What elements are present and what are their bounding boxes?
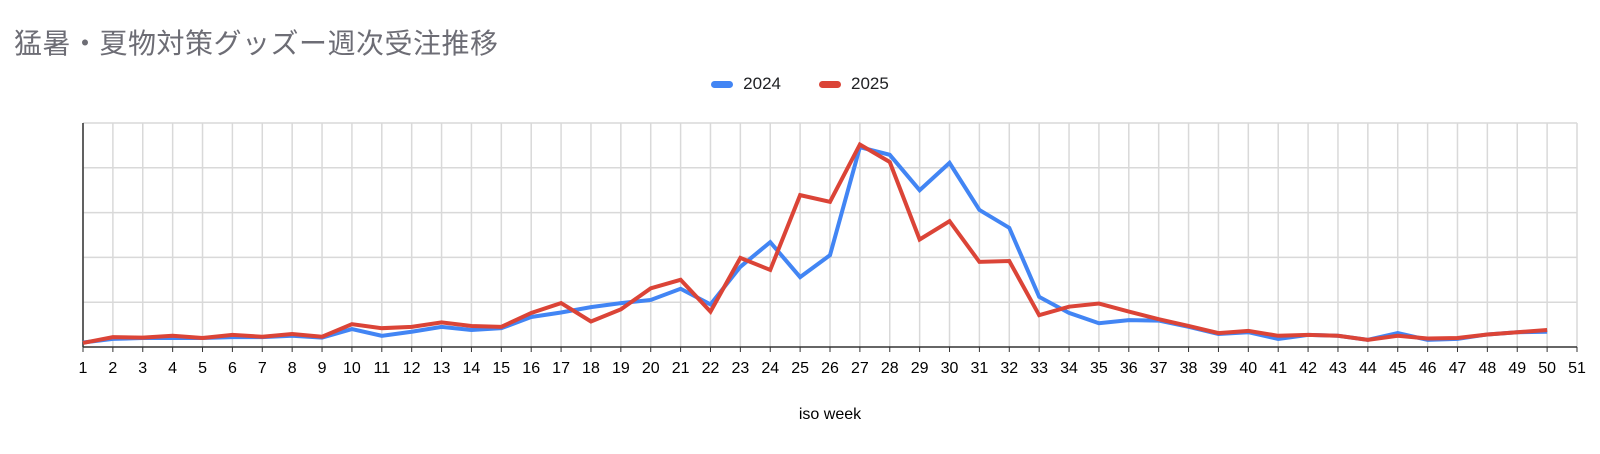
x-axis-tick-label: 3	[138, 360, 147, 377]
x-axis-tick-label: 31	[971, 360, 989, 377]
x-axis-tick-label: 35	[1090, 360, 1108, 377]
x-axis-tick-label: 21	[672, 360, 690, 377]
x-axis-tick-label: 44	[1359, 360, 1377, 377]
x-axis-tick-label: 5	[198, 360, 207, 377]
x-axis-tick-label: 24	[761, 360, 779, 377]
x-axis-tick-label: 10	[343, 360, 361, 377]
x-axis-tick-label: 23	[731, 360, 749, 377]
x-axis-tick-label: 51	[1568, 360, 1586, 377]
x-axis-tick-label: 26	[821, 360, 839, 377]
legend-item-2024[interactable]: 2024	[711, 74, 781, 94]
series-line-2025[interactable]	[82, 141, 1548, 345]
x-axis-tick-label: 46	[1419, 360, 1437, 377]
x-axis-title: iso week	[798, 406, 862, 423]
x-axis-tick-label: 22	[702, 360, 720, 377]
x-axis-tick-label: 50	[1538, 360, 1556, 377]
chart-title: 猛暑・夏物対策グッズー週次受注推移	[14, 28, 499, 59]
x-axis-tick-label: 27	[851, 360, 869, 377]
legend-label-2024: 2024	[743, 74, 781, 93]
legend-swatch-2024-icon	[711, 80, 734, 88]
x-axis-tick-label: 33	[1030, 360, 1048, 377]
x-axis-tick-label: 19	[612, 360, 630, 377]
x-axis-tick-label: 14	[463, 360, 481, 377]
x-axis-tick-label: 17	[552, 360, 570, 377]
series-line-2024[interactable]	[82, 144, 1548, 345]
x-axis-tick-label: 28	[881, 360, 899, 377]
x-axis-tick-label: 42	[1299, 360, 1317, 377]
x-axis-tick-label: 7	[258, 360, 267, 377]
x-axis-tick-label: 39	[1210, 360, 1228, 377]
x-axis-tick-label: 36	[1120, 360, 1138, 377]
x-axis-tick-label: 15	[492, 360, 510, 377]
x-axis-tick-label: 40	[1239, 360, 1257, 377]
legend-item-2025[interactable]: 2025	[819, 74, 889, 94]
x-axis-tick-label: 11	[373, 360, 390, 377]
legend-swatch-2025-icon	[819, 80, 841, 88]
x-axis-tick-label: 6	[228, 360, 237, 377]
x-axis-tick-label: 8	[288, 360, 297, 377]
x-axis-tick-label: 25	[791, 360, 809, 377]
chart-legend: 2024 2025	[0, 74, 1600, 94]
x-axis-tick-label: 9	[318, 360, 327, 377]
x-axis-tick-label: 4	[168, 360, 177, 377]
x-axis-tick-label: 13	[433, 360, 451, 377]
x-axis-tick-label: 32	[1000, 360, 1018, 377]
x-axis-tick-label: 41	[1269, 360, 1287, 377]
x-axis-tick-label: 43	[1329, 360, 1347, 377]
x-axis-tick-label: 2	[108, 360, 117, 377]
x-axis-tick-label: 30	[941, 360, 959, 377]
x-axis-tick-label: 49	[1508, 360, 1526, 377]
x-axis-tick-label: 1	[79, 360, 88, 377]
x-axis-tick-label: 48	[1478, 360, 1496, 377]
x-axis-tick-label: 38	[1180, 360, 1198, 377]
x-axis-tick-label: 12	[403, 360, 421, 377]
legend-label-2025: 2025	[851, 74, 889, 93]
x-axis-tick-label: 34	[1060, 360, 1078, 377]
x-axis-tick-label: 20	[642, 360, 660, 377]
x-axis-tick-label: 37	[1150, 360, 1168, 377]
x-axis-tick-label: 47	[1449, 360, 1467, 377]
x-axis-tick-label: 29	[911, 360, 929, 377]
x-axis-tick-label: 45	[1389, 360, 1407, 377]
x-axis-tick-label: 18	[582, 360, 600, 377]
x-axis-tick-label: 16	[522, 360, 540, 377]
